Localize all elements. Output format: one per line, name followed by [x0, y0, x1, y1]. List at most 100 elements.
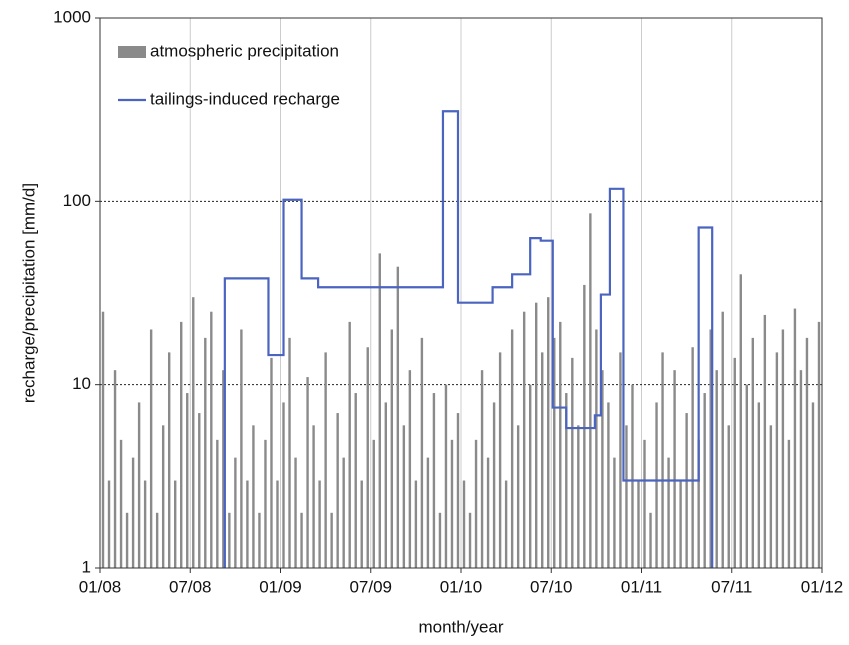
precip-bar: [360, 480, 363, 568]
precip-bar: [312, 425, 315, 568]
precip-bar: [228, 512, 231, 568]
precip-bar: [149, 329, 153, 568]
precip-bar: [571, 357, 574, 568]
precip-bar: [739, 274, 742, 568]
y-axis-label: recharge/precipitation [mm/d]: [19, 183, 38, 403]
precip-bar: [444, 384, 448, 568]
precip-bar: [155, 512, 159, 568]
precip-bar: [559, 321, 562, 568]
precip-bar: [438, 512, 442, 568]
precip-bar: [131, 457, 135, 568]
precip-bar: [119, 439, 123, 568]
precip-bar: [396, 266, 400, 568]
precip-bar: [222, 370, 225, 568]
x-axis-label: month/year: [418, 617, 503, 636]
precip-bar: [372, 439, 375, 568]
precip-bar: [468, 512, 472, 568]
legend-label: tailings-induced recharge: [150, 89, 340, 108]
precip-bar: [673, 370, 676, 568]
precip-bar: [775, 352, 779, 568]
precip-bar: [763, 314, 767, 568]
precip-bar: [107, 480, 111, 568]
precip-bar: [787, 439, 791, 568]
precip-bar: [174, 480, 177, 568]
precip-bar: [679, 480, 682, 568]
precip-bar: [161, 425, 165, 568]
precip-bar: [619, 352, 622, 568]
precip-bar: [793, 308, 797, 568]
precip-bar: [264, 439, 267, 568]
precip-bar: [685, 413, 688, 568]
precip-bar: [348, 321, 351, 568]
precip-bar: [643, 439, 646, 568]
precip-bar: [799, 370, 803, 568]
precip-bar: [204, 337, 207, 568]
precip-bar: [565, 393, 568, 568]
precip-bar: [143, 480, 147, 568]
precip-bar: [234, 457, 237, 568]
precip-bar: [216, 439, 219, 568]
precip-bar: [498, 352, 502, 568]
precip-bar: [270, 357, 273, 568]
precip-bar: [408, 370, 412, 568]
precip-bar: [535, 302, 538, 568]
x-tick-label: 07/10: [530, 577, 573, 596]
y-tick-label: 10: [72, 374, 91, 393]
precip-bar: [366, 347, 369, 568]
precip-bar: [595, 329, 598, 568]
x-tick-label: 01/11: [621, 577, 662, 596]
precip-bar: [246, 480, 249, 568]
x-tick-label: 01/12: [801, 577, 844, 596]
precip-bar: [474, 439, 478, 568]
precip-bar: [432, 393, 436, 568]
precip-bar: [330, 512, 333, 568]
precip-bar: [276, 480, 279, 568]
precip-bar: [324, 352, 327, 568]
precip-bar: [667, 457, 670, 568]
x-tick-label: 01/09: [259, 577, 302, 596]
precip-bar: [300, 512, 303, 568]
precip-bar: [180, 321, 183, 568]
precip-bar: [697, 439, 700, 568]
precip-bar: [294, 457, 297, 568]
precip-bar: [601, 370, 604, 568]
precip-bar: [769, 425, 773, 568]
precip-bar: [805, 337, 809, 568]
precip-bar: [342, 457, 345, 568]
precip-bar: [745, 384, 748, 568]
precip-bar: [721, 311, 724, 568]
precip-bar: [450, 439, 454, 568]
precip-bar: [553, 337, 556, 568]
legend-label: atmospheric precipitation: [150, 41, 339, 60]
recharge-line: [223, 110, 714, 568]
precip-bar: [240, 329, 243, 568]
precip-bar: [655, 402, 658, 568]
precip-bar: [583, 284, 586, 568]
precip-bar: [456, 413, 460, 568]
precip-bar: [613, 457, 616, 568]
y-tick-label: 100: [63, 191, 91, 210]
precip-bar: [607, 402, 610, 568]
precip-bar: [757, 402, 761, 568]
precip-bar: [727, 425, 730, 568]
y-tick-label: 1000: [53, 7, 91, 26]
precip-bar: [390, 329, 394, 568]
precip-bar: [516, 425, 520, 568]
plot-frame: [99, 17, 823, 569]
precip-bar: [703, 393, 706, 568]
x-tick-label: 07/08: [169, 577, 212, 596]
precip-bar: [577, 425, 580, 568]
precip-bar: [354, 393, 357, 568]
x-tick-label: 01/08: [79, 577, 122, 596]
precip-bar: [336, 413, 339, 568]
precip-bar: [631, 384, 634, 568]
precip-bar: [649, 512, 652, 568]
x-tick-label: 01/10: [440, 577, 483, 596]
precip-bar: [541, 352, 544, 568]
precip-bar: [528, 384, 532, 568]
precip-bar: [691, 347, 694, 568]
precip-bar: [625, 425, 628, 568]
precip-bar: [113, 370, 117, 568]
y-tick-label: 1: [82, 557, 91, 576]
